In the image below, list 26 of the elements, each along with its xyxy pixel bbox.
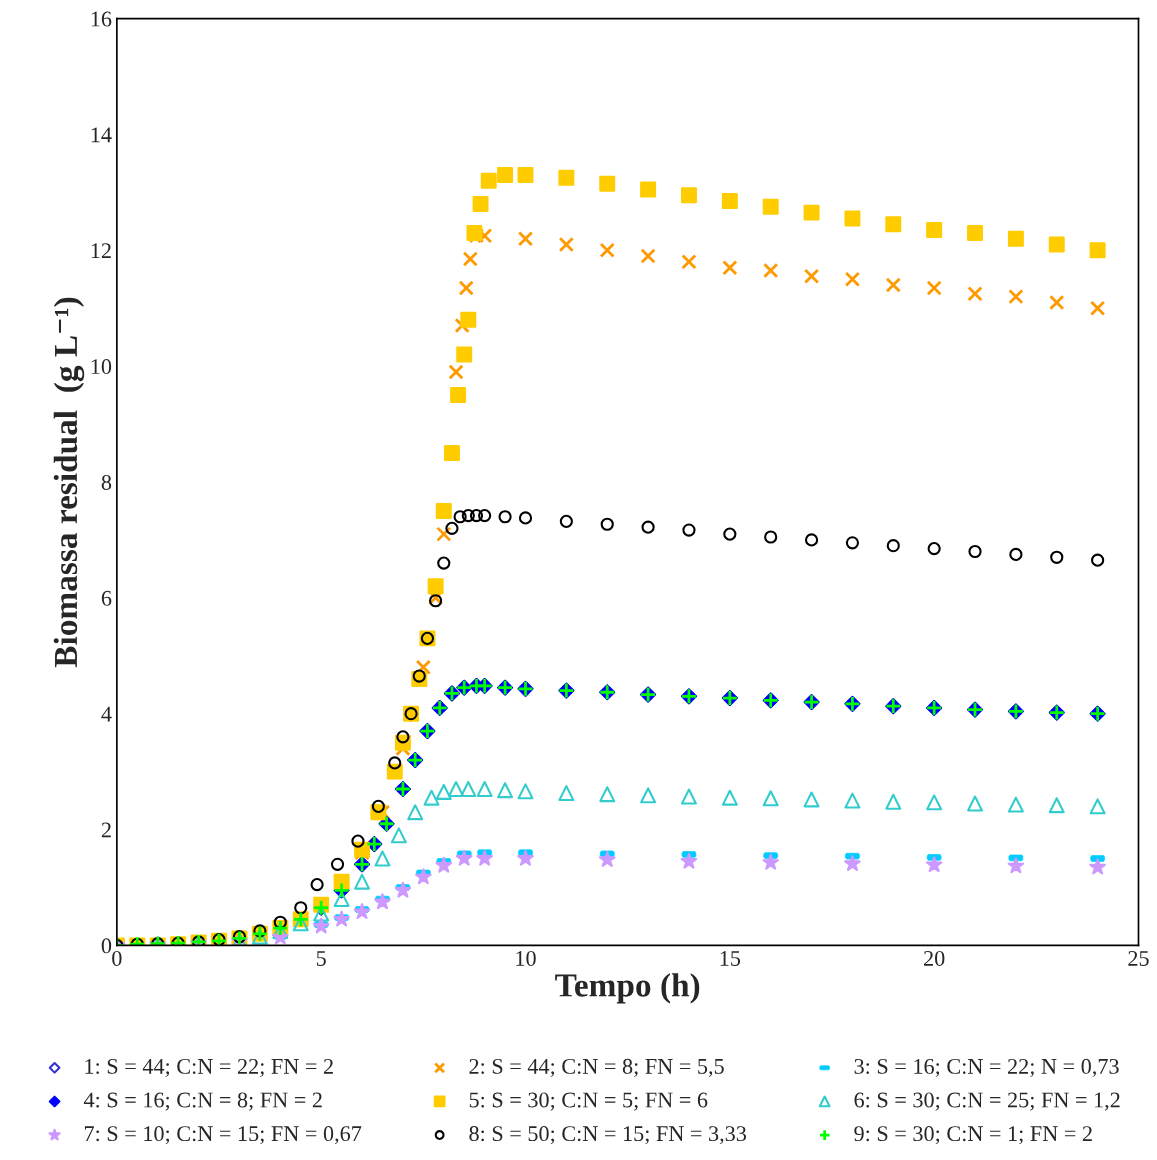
y-tick-label: 4 xyxy=(101,706,112,722)
y-tick-label: 0 xyxy=(101,938,112,954)
legend-label: 1: S = 44; C:N = 22; FN = 2 xyxy=(85,1058,333,1078)
y-tick-label: 6 xyxy=(101,590,112,606)
legend-label: 3: S = 16; C:N = 22; N = 0,73 xyxy=(854,1058,1119,1078)
legend-label: 9: S = 30; C:N = 1; FN = 2 xyxy=(854,1126,1092,1145)
x-tick-label: 0 xyxy=(112,950,122,966)
y-tick-label: 10 xyxy=(91,359,112,375)
x-tick-label: 20 xyxy=(924,950,945,966)
y-tick-label: 16 xyxy=(91,11,112,27)
y-tick-label: 2 xyxy=(101,822,111,838)
x-tick-label: 5 xyxy=(316,951,326,966)
legend-label: 4: S = 16; C:N = 8; FN = 2 xyxy=(83,1092,322,1111)
legend-label: 7: S = 10; C:N = 15; FN = 0,67 xyxy=(84,1126,362,1145)
x-axis-title: Tempo (h) xyxy=(555,973,700,1004)
y-axis-title: Biomassa residual (g L⁻¹) xyxy=(53,297,85,668)
x-tick-label: 10 xyxy=(516,950,536,966)
y-tick-label: 14 xyxy=(91,127,112,143)
x-tick-label: 25 xyxy=(1128,950,1149,966)
y-tick-label: 12 xyxy=(91,243,111,258)
legend-label: 2: S = 44; C:N = 8; FN = 5,5 xyxy=(469,1058,724,1078)
x-tick-label: 15 xyxy=(720,951,741,966)
y-tick-label: 8 xyxy=(101,474,112,490)
legend-label: 8: S = 50; C:N = 15; FN = 3,33 xyxy=(469,1126,747,1145)
legend-label: 6: S = 30; C:N = 25; FN = 1,2 xyxy=(854,1092,1120,1111)
legend-label: 5: S = 30; C:N = 5; FN = 6 xyxy=(469,1092,708,1111)
